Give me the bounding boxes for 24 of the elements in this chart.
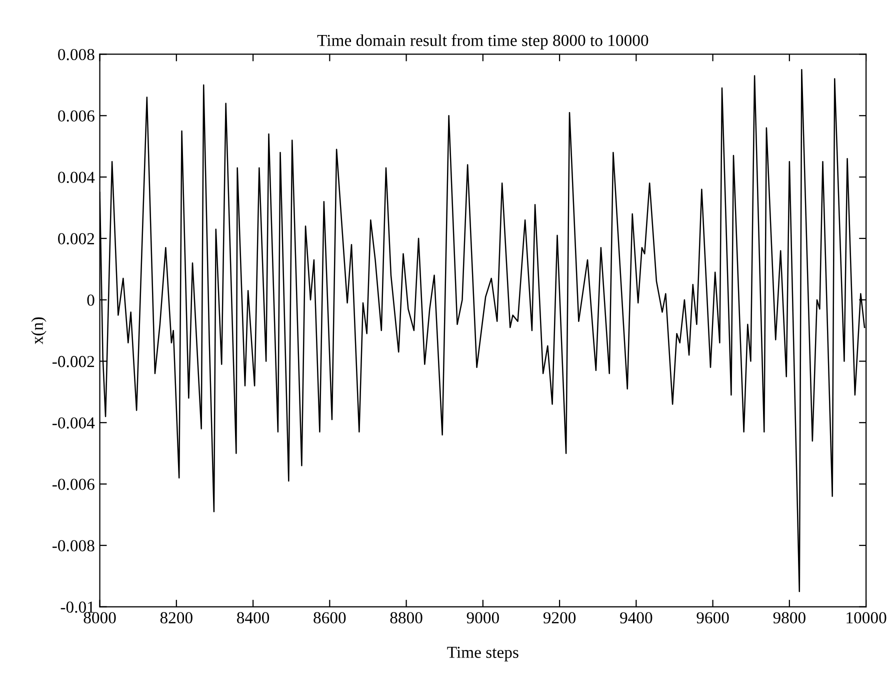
y-tick-label: 0.008 <box>58 48 94 60</box>
x-tick-label: 8200 <box>160 612 192 624</box>
y-tick-label: -0.002 <box>52 356 94 368</box>
y-tick-label: -0.004 <box>52 417 95 429</box>
y-tick-label: 0.002 <box>58 233 94 244</box>
y-tick-label: -0.008 <box>52 540 94 552</box>
x-tick-label: 9800 <box>773 612 806 624</box>
x-tick-label: 8400 <box>237 612 270 624</box>
y-tick-label: 0 <box>87 294 94 306</box>
x-tick-label: 9000 <box>466 612 499 624</box>
y-axis-title: x(n) <box>31 317 46 344</box>
y-tick-label: 0.004 <box>58 172 95 184</box>
x-tick-label: 8600 <box>314 612 346 624</box>
x-tick-label: 8800 <box>390 612 422 624</box>
x-tick-label: 9200 <box>543 612 576 624</box>
x-tick-label: 9400 <box>620 612 652 624</box>
x-tick-label: 10000 <box>846 612 886 624</box>
x-tick-label: 9600 <box>696 612 729 624</box>
chart-title: Time domain result from time step 8000 to 10000 <box>317 34 648 50</box>
x-axis-title: Time steps <box>447 646 518 662</box>
y-tick-label: -0.006 <box>52 478 94 490</box>
x-tick-label: 8000 <box>84 612 116 624</box>
y-tick-label: -0.01 <box>60 602 94 613</box>
y-tick-label: 0.006 <box>58 110 94 122</box>
